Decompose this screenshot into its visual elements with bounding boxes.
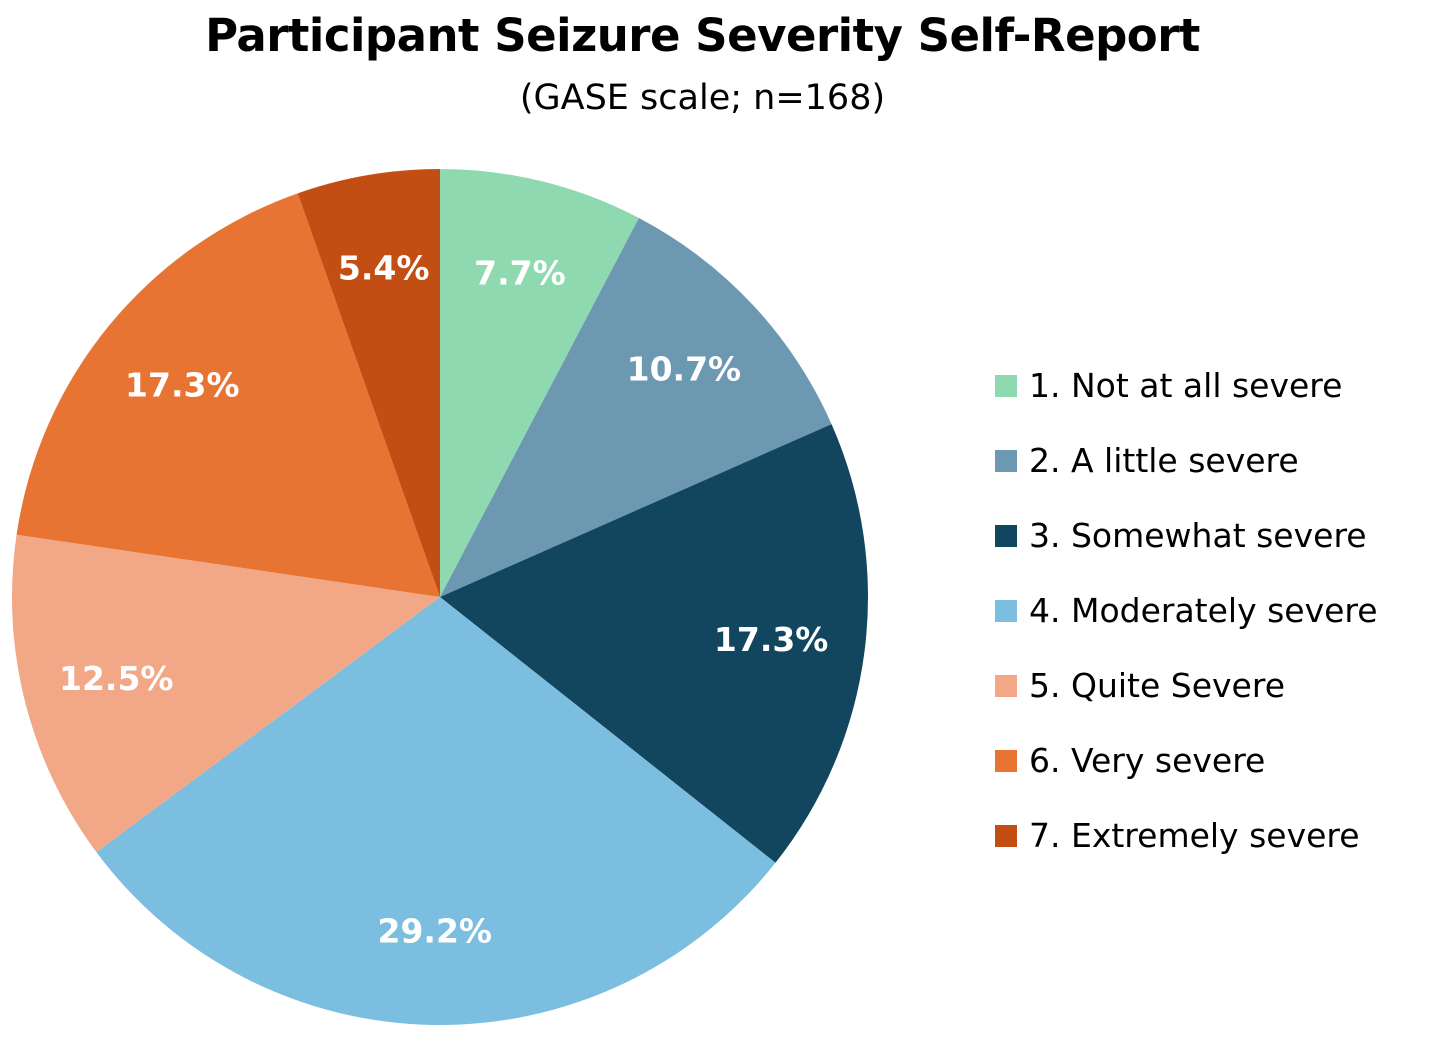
legend-label-4: 4. Moderately severe bbox=[1029, 590, 1378, 630]
pie-slice-3 bbox=[440, 424, 868, 863]
legend-swatch-2 bbox=[995, 449, 1017, 472]
slice-label-1: 7.7% bbox=[474, 253, 566, 292]
pie-slice-6 bbox=[16, 193, 440, 597]
pie-slice-5 bbox=[11, 534, 441, 853]
legend-label-2: 2. A little severe bbox=[1029, 440, 1299, 480]
chart-subtitle: (GASE scale; n=168) bbox=[519, 78, 886, 118]
legend-item-6: 6. Very severe bbox=[995, 723, 1378, 798]
slice-label-5: 12.5% bbox=[59, 659, 174, 698]
chart-legend: 1. Not at all severe 2. A little severe 3.… bbox=[995, 348, 1378, 873]
slice-label-6: 17.3% bbox=[125, 365, 240, 404]
slice-label-2: 10.7% bbox=[627, 350, 742, 389]
legend-label-3: 3. Somewhat severe bbox=[1029, 515, 1367, 555]
legend-item-7: 7. Extremely severe bbox=[995, 798, 1378, 873]
legend-swatch-5 bbox=[995, 674, 1017, 697]
pie-slice-2 bbox=[440, 218, 832, 597]
legend-item-5: 5. Quite Severe bbox=[995, 648, 1378, 723]
slice-label-4: 29.2% bbox=[378, 911, 493, 950]
legend-item-3: 3. Somewhat severe bbox=[995, 498, 1378, 573]
pie-slice-7 bbox=[297, 169, 440, 597]
legend-item-2: 2. A little severe bbox=[995, 423, 1378, 498]
legend-swatch-1 bbox=[995, 374, 1017, 397]
legend-label-7: 7. Extremely severe bbox=[1029, 815, 1360, 855]
pie-slice-4 bbox=[96, 597, 776, 1026]
chart-title: Participant Seizure Severity Self-Report bbox=[205, 9, 1200, 62]
legend-label-1: 1. Not at all severe bbox=[1029, 365, 1343, 405]
pie-slice-1 bbox=[440, 169, 639, 597]
slice-label-3: 17.3% bbox=[714, 620, 829, 659]
legend-item-4: 4. Moderately severe bbox=[995, 573, 1378, 648]
legend-label-5: 5. Quite Severe bbox=[1029, 665, 1285, 705]
legend-label-6: 6. Very severe bbox=[1029, 740, 1266, 780]
legend-item-1: 1. Not at all severe bbox=[995, 348, 1378, 423]
legend-swatch-7 bbox=[995, 824, 1017, 847]
legend-swatch-4 bbox=[995, 599, 1017, 622]
slice-label-7: 5.4% bbox=[338, 248, 430, 287]
legend-swatch-3 bbox=[995, 524, 1017, 547]
legend-swatch-6 bbox=[995, 749, 1017, 772]
